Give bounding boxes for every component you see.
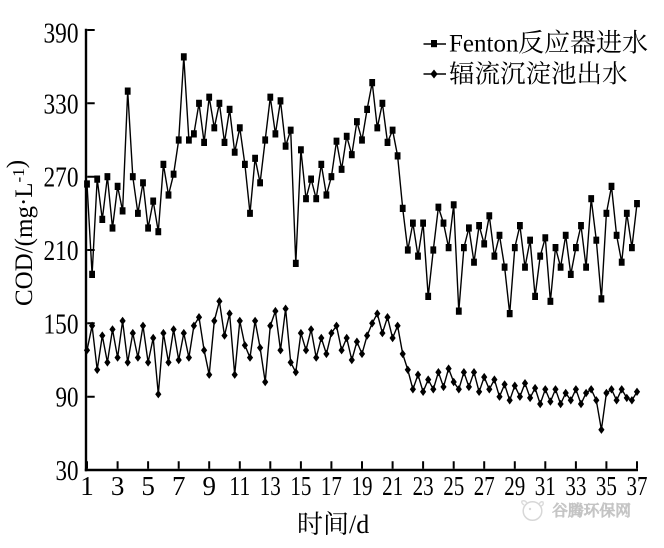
svg-text:30: 30 [56, 455, 79, 487]
svg-text:/d: /d [349, 510, 369, 539]
svg-text:23: 23 [413, 471, 434, 501]
svg-text:9: 9 [202, 471, 216, 501]
svg-text:3: 3 [111, 471, 125, 501]
svg-text:5: 5 [141, 471, 155, 501]
svg-text:27: 27 [474, 471, 495, 501]
svg-text:270: 270 [44, 162, 79, 194]
svg-text:Fenton: Fenton [449, 31, 519, 58]
svg-text:11: 11 [229, 471, 250, 501]
svg-text:35: 35 [596, 471, 617, 501]
svg-text:33: 33 [565, 471, 586, 501]
svg-text:25: 25 [443, 471, 464, 501]
svg-text:21: 21 [382, 471, 403, 501]
svg-text:150: 150 [44, 308, 79, 340]
svg-text:390: 390 [44, 17, 79, 49]
svg-text:31: 31 [535, 471, 556, 501]
svg-text:17: 17 [321, 471, 342, 501]
svg-text:330: 330 [44, 88, 79, 120]
svg-text:13: 13 [260, 471, 281, 501]
svg-text:37: 37 [627, 471, 648, 501]
svg-text:90: 90 [56, 382, 79, 414]
svg-text:210: 210 [44, 235, 79, 267]
svg-text:15: 15 [290, 471, 311, 501]
svg-text:19: 19 [352, 471, 373, 501]
svg-text:29: 29 [504, 471, 525, 501]
svg-text:7: 7 [172, 471, 186, 501]
svg-text:1: 1 [80, 471, 94, 501]
